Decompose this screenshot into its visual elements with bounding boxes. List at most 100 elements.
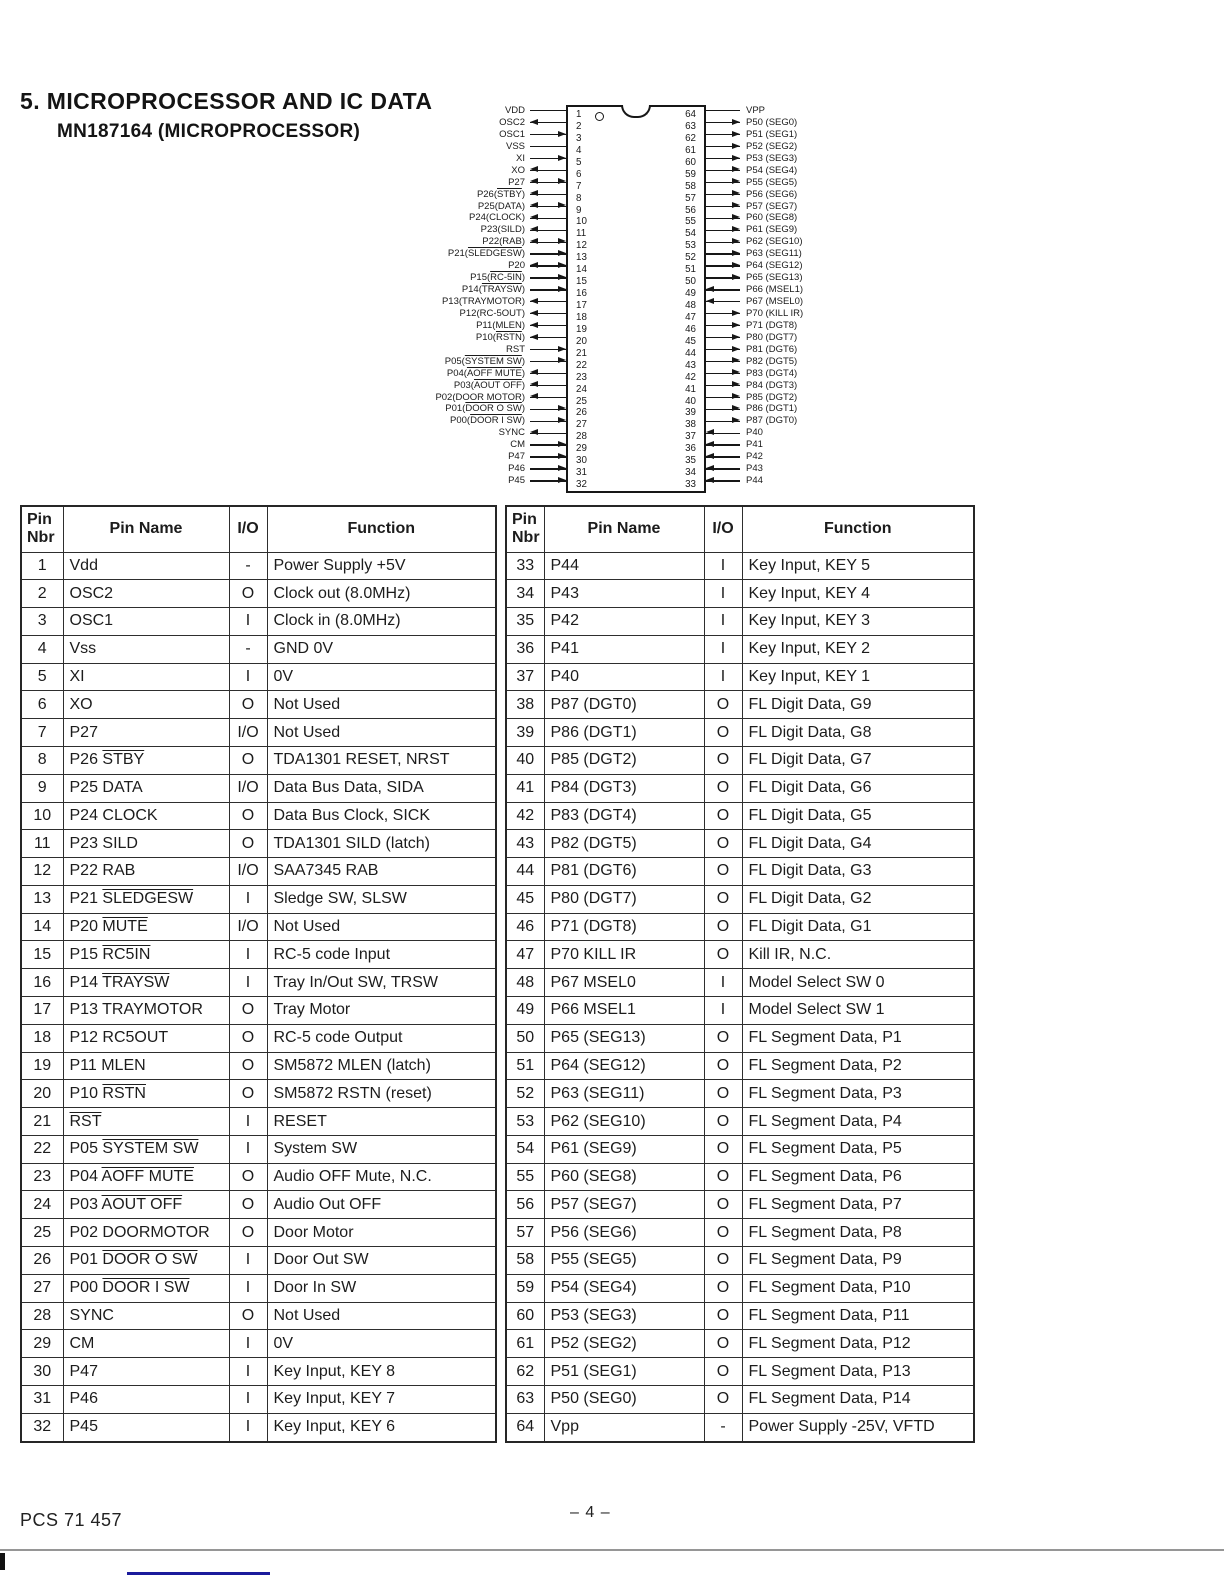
- pin-table-row: 46 P71 (DGT8) O FL Digit Data, G1: [505, 912, 975, 942]
- pin-table-right: Pin Nbr Pin Name I/O Function 33 P44 I Key Inpu…: [505, 505, 975, 1443]
- io-cell: O: [703, 690, 743, 720]
- pin-arrow: [530, 415, 566, 427]
- pin-number-cell: 31: [20, 1384, 64, 1414]
- io-cell: I: [228, 1357, 268, 1386]
- io-cell: I: [228, 884, 268, 914]
- io-cell: -: [228, 634, 268, 664]
- pin-table-row: 21 RST I RESET: [20, 1107, 497, 1136]
- pin-table-row: 23 P04 AOFF MUTE O Audio OFF Mute, N.C.: [20, 1162, 497, 1192]
- pin-number: 30: [576, 455, 587, 467]
- pin-number-cell: 58: [505, 1246, 545, 1275]
- pin-number-cell: 3: [20, 607, 64, 636]
- pin-name-cell: P26 STBY: [62, 745, 230, 775]
- pin-table-row: 4 Vss - GND 0V: [20, 634, 497, 664]
- chip-pin-numbers-right: 64 63 62 61 60 59 58 57 56 55 54 53 52 51 50 49 48 47 46 45…: [685, 109, 696, 491]
- pin-number-cell: 39: [505, 718, 545, 747]
- function-cell: FL Segment Data, P5: [741, 1134, 975, 1164]
- io-cell: I: [228, 968, 268, 997]
- pin-table-row: 29 CM I 0V: [20, 1329, 497, 1359]
- pin-arrow: [706, 415, 740, 427]
- pin-table-row: 22 P05 SYSTEM SW I System SW: [20, 1134, 497, 1164]
- io-cell: O: [703, 718, 743, 747]
- pin-arrow: [530, 284, 566, 296]
- pin-table-row: 20 P10 RSTN O SM5872 RSTN (reset): [20, 1079, 497, 1109]
- pin-table-row: 3 OSC1 I Clock in (8.0MHz): [20, 607, 497, 636]
- pin-label: P56 (SEG6): [746, 188, 798, 200]
- pin-number: 11: [576, 228, 587, 240]
- pin-number-cell: 45: [505, 884, 545, 914]
- pin-table-row: 41 P84 (DGT3) O FL Digit Data, G6: [505, 773, 975, 803]
- pin-label: P53 (SEG3): [746, 152, 798, 164]
- function-cell: Tray Motor: [266, 996, 497, 1025]
- io-cell: O: [703, 1107, 743, 1136]
- pin-table-row: 57 P56 (SEG6) O FL Segment Data, P8: [505, 1218, 975, 1248]
- pin-number-cell: 33: [505, 551, 545, 581]
- io-cell: I: [703, 607, 743, 636]
- pin-label: P00(DOOR I SW): [450, 415, 525, 427]
- io-cell: I: [703, 551, 743, 581]
- pin-table-row: 5 XI I 0V: [20, 662, 497, 692]
- pin-label: P25(DATA): [477, 200, 525, 212]
- pin-table-row: 58 P55 (SEG5) O FL Segment Data, P9: [505, 1246, 975, 1275]
- pin-number-cell: 29: [20, 1329, 64, 1359]
- pin-number: 41: [685, 383, 696, 395]
- pin-number-cell: 54: [505, 1134, 545, 1164]
- function-cell: Key Input, KEY 4: [741, 579, 975, 609]
- column-header: Function: [741, 505, 975, 553]
- pin-number-cell: 34: [505, 579, 545, 609]
- pin-arrow: [706, 189, 740, 201]
- pin-number-cell: 64: [505, 1412, 545, 1443]
- ic-pin-diagram: VDD OSC2 OSC1 VSS XI XO P27 P26(STBY) P25(DATA) P…: [416, 98, 890, 493]
- io-cell: O: [228, 996, 268, 1025]
- pin-table-row: 62 P51 (SEG1) O FL Segment Data, P13: [505, 1357, 975, 1386]
- pin-table-row: 10 P24 CLOCK O Data Bus Clock, SICK: [20, 801, 497, 831]
- pin-arrow: [530, 165, 566, 177]
- pin-label: P26(STBY): [476, 188, 525, 200]
- pin-number-cell: 6: [20, 690, 64, 720]
- pin-arrow: [706, 248, 740, 260]
- pin-number: 43: [685, 359, 696, 371]
- pin-arrow: [706, 451, 740, 463]
- pin-arrow: [530, 117, 566, 129]
- pin-number: 6: [576, 168, 582, 180]
- function-cell: FL Segment Data, P9: [741, 1246, 975, 1275]
- pin-name-cell: P51 (SEG1): [543, 1357, 705, 1386]
- pin-label: P03(AOUT OFF): [453, 379, 525, 391]
- pin-number: 31: [576, 467, 587, 479]
- pin-number-cell: 52: [505, 1079, 545, 1109]
- io-cell: O: [228, 1051, 268, 1081]
- pin-arrow: [530, 427, 566, 439]
- pin-number-cell: 47: [505, 940, 545, 970]
- pin-number: 64: [685, 109, 696, 120]
- pin-arrow: [530, 368, 566, 380]
- io-cell: I: [228, 1412, 268, 1443]
- pin-number-cell: 41: [505, 773, 545, 803]
- pin-number: 32: [576, 479, 587, 491]
- pin-table-row: 36 P41 I Key Input, KEY 2: [505, 634, 975, 664]
- pin-number: 23: [576, 371, 587, 383]
- pin-number: 16: [576, 288, 587, 300]
- io-cell: O: [228, 579, 268, 609]
- pin-number: 27: [576, 419, 587, 431]
- pin-number-cell: 59: [505, 1273, 545, 1303]
- column-header: I/O: [703, 505, 743, 553]
- pin-name-cell: P60 (SEG8): [543, 1162, 705, 1192]
- diagram-left-arrows: [530, 105, 566, 487]
- pin-name-cell: P47: [62, 1357, 230, 1386]
- function-cell: Power Supply -25V, VFTD: [741, 1412, 975, 1443]
- pin-arrow: [530, 356, 566, 368]
- pin-table-row: 38 P87 (DGT0) O FL Digit Data, G9: [505, 690, 975, 720]
- pin-label: P62 (SEG10): [746, 236, 803, 248]
- pin-arrow: [706, 153, 740, 165]
- pin-arrow: [530, 380, 566, 392]
- pin-number-cell: 25: [20, 1218, 64, 1248]
- pin-arrow: [706, 344, 740, 356]
- page-subtitle: MN187164 (MICROPROCESSOR): [57, 121, 361, 142]
- pin-name-cell: P12 RC5OUT: [62, 1023, 230, 1053]
- pin-label: SYNC: [498, 427, 525, 439]
- pin-arrow: [530, 224, 566, 236]
- pin-name-cell: P54 (SEG4): [543, 1273, 705, 1303]
- pin-name-cell: P41: [543, 634, 705, 664]
- footer-divider-line: [0, 1549, 1224, 1551]
- pin-table-row: 18 P12 RC5OUT O RC-5 code Output: [20, 1023, 497, 1053]
